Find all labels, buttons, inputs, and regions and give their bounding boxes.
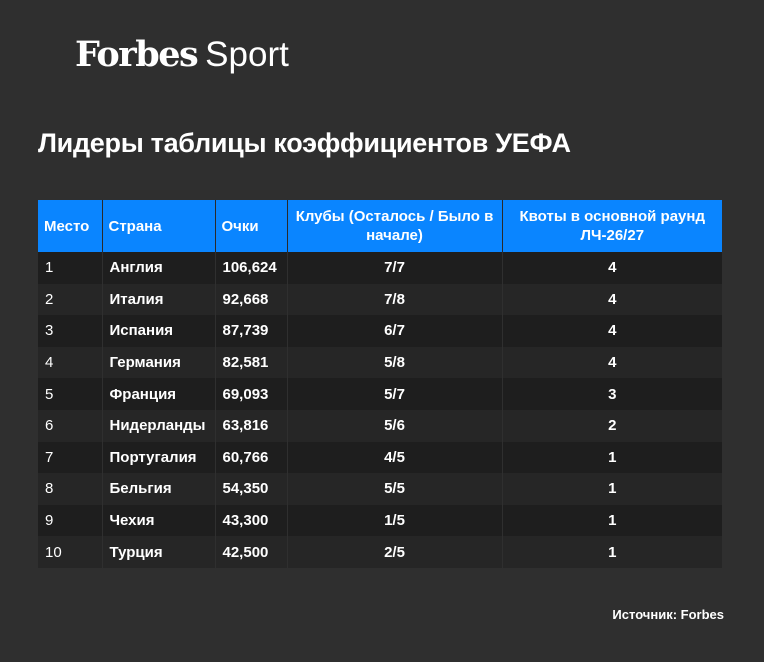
cell-clubs: 1/5 (287, 504, 503, 537)
header-points: Очки (215, 200, 288, 252)
cell-rank: 1 (38, 252, 103, 284)
table-row: 10 Турция 42,500 2/5 1 (38, 536, 722, 568)
cell-country: Бельгия (102, 473, 216, 505)
header-rank: Место (38, 200, 103, 252)
cell-country: Нидерланды (102, 409, 216, 442)
cell-country: Чехия (102, 504, 216, 537)
cell-points: 54,350 (215, 473, 288, 505)
table-row: 3 Испания 87,739 6/7 4 (38, 315, 722, 347)
cell-rank: 7 (38, 441, 103, 474)
cell-points: 92,668 (215, 283, 288, 316)
table-row: 1 Англия 106,624 7/7 4 (38, 252, 722, 284)
page-title: Лидеры таблицы коэффициентов УЕФА (38, 128, 571, 158)
cell-clubs: 7/8 (287, 283, 503, 316)
cell-quota: 4 (502, 252, 722, 284)
cell-points: 43,300 (215, 504, 288, 537)
header-country: Страна (102, 200, 216, 252)
cell-quota: 1 (502, 473, 722, 505)
header-quota: Квоты в основной раунд ЛЧ-26/27 (502, 200, 722, 252)
forbes-sport-logo: Forbes Sport (75, 34, 289, 78)
cell-clubs: 5/8 (287, 346, 503, 379)
cell-quota: 2 (502, 409, 722, 442)
cell-clubs: 5/6 (287, 409, 503, 442)
cell-points: 60,766 (215, 441, 288, 474)
cell-points: 106,624 (215, 252, 288, 284)
cell-country: Турция (102, 536, 216, 568)
cell-rank: 4 (38, 346, 103, 379)
cell-rank: 3 (38, 315, 103, 347)
table-header-row: Место Страна Очки Клубы (Осталось / Было… (38, 200, 722, 252)
cell-quota: 1 (502, 441, 722, 474)
cell-points: 87,739 (215, 315, 288, 347)
cell-country: Англия (102, 252, 216, 284)
table-row: 9 Чехия 43,300 1/5 1 (38, 504, 722, 537)
cell-quota: 4 (502, 315, 722, 347)
header-clubs: Клубы (Осталось / Было в начале) (287, 200, 503, 252)
cell-points: 42,500 (215, 536, 288, 568)
cell-points: 63,816 (215, 409, 288, 442)
cell-rank: 5 (38, 378, 103, 410)
cell-country: Испания (102, 315, 216, 347)
cell-quota: 1 (502, 504, 722, 537)
logo-section: Sport (205, 35, 289, 74)
table-row: 6 Нидерланды 63,816 5/6 2 (38, 409, 722, 442)
table-row: 7 Португалия 60,766 4/5 1 (38, 441, 722, 474)
cell-clubs: 5/7 (287, 378, 503, 410)
cell-quota: 3 (502, 378, 722, 410)
table-row: 2 Италия 92,668 7/8 4 (38, 283, 722, 316)
table-row: 4 Германия 82,581 5/8 4 (38, 346, 722, 379)
logo-brand: Forbes (75, 34, 199, 75)
cell-quota: 4 (502, 346, 722, 379)
cell-country: Португалия (102, 441, 216, 474)
cell-clubs: 7/7 (287, 252, 503, 284)
cell-country: Италия (102, 283, 216, 316)
table-row: 5 Франция 69,093 5/7 3 (38, 378, 722, 410)
uefa-coefficient-table: Место Страна Очки Клубы (Осталось / Было… (38, 200, 722, 568)
table-header: Место Страна Очки Клубы (Осталось / Было… (38, 200, 722, 252)
cell-clubs: 6/7 (287, 315, 503, 347)
cell-rank: 6 (38, 409, 103, 442)
cell-country: Франция (102, 378, 216, 410)
table-body: 1 Англия 106,624 7/7 4 2 Италия 92,668 7… (38, 252, 722, 568)
cell-clubs: 5/5 (287, 473, 503, 505)
cell-clubs: 2/5 (287, 536, 503, 568)
cell-rank: 10 (38, 536, 103, 568)
cell-quota: 1 (502, 536, 722, 568)
cell-rank: 2 (38, 283, 103, 316)
cell-points: 82,581 (215, 346, 288, 379)
table-row: 8 Бельгия 54,350 5/5 1 (38, 473, 722, 505)
cell-points: 69,093 (215, 378, 288, 410)
cell-country: Германия (102, 346, 216, 379)
source-credit: Источник: Forbes (612, 607, 724, 622)
cell-rank: 8 (38, 473, 103, 505)
cell-quota: 4 (502, 283, 722, 316)
cell-rank: 9 (38, 504, 103, 537)
cell-clubs: 4/5 (287, 441, 503, 474)
